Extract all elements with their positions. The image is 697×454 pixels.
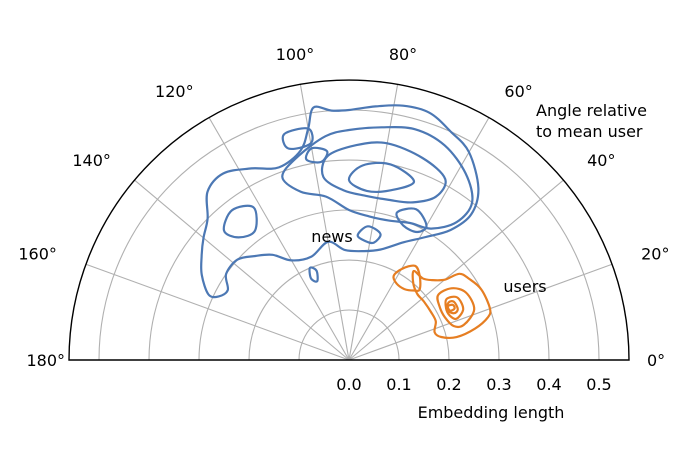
radial-tick-label: 0.1 [386, 375, 411, 394]
angle-tick-label: 140° [72, 151, 111, 170]
radial-tick-label: 0.3 [486, 375, 511, 394]
news-contour-line [281, 125, 474, 230]
polar-frame [68, 79, 630, 361]
news-contour-line [222, 204, 258, 239]
angle-grid-spoke [348, 84, 399, 361]
users-series-label: users [503, 277, 546, 296]
news-contour-line [304, 146, 329, 164]
radial-axis-label: Embedding length [418, 403, 565, 422]
angle-tick-label: 160° [18, 245, 57, 264]
angle-grid-spoke [348, 179, 564, 361]
angle-axis-label-line: Angle relative [536, 101, 647, 120]
users-contour-line [436, 287, 476, 329]
news-contour-line [281, 127, 314, 150]
users-contour-line [446, 303, 456, 312]
news-contour-line [356, 225, 382, 245]
angle-grid-spoke [208, 117, 350, 361]
radial-grid-arc [298, 309, 400, 361]
angle-tick-label: 100° [276, 45, 315, 64]
radial-tick-label: 0.5 [586, 375, 611, 394]
angle-axis-label: Angle relative to mean user [536, 101, 647, 141]
contour-series [200, 104, 492, 339]
polar-grid [85, 84, 613, 361]
angle-grid-spoke [134, 179, 350, 361]
angle-tick-label: 40° [587, 151, 615, 170]
angle-tick-label: 20° [641, 245, 669, 264]
angle-tick-label: 60° [504, 82, 532, 101]
angle-tick-labels: 0° 20° 40° 60° 80° 100° 120° 140° 160° 180° [18, 45, 669, 370]
angle-tick-label: 120° [155, 82, 194, 101]
angle-tick-label: 0° [647, 351, 665, 370]
news-series-label: news [311, 227, 352, 246]
radial-tick-label: 0.0 [336, 375, 361, 394]
news-contour-line [347, 161, 416, 193]
angle-tick-label: 80° [389, 45, 417, 64]
news-contour-line [320, 141, 447, 204]
users-contours [392, 264, 492, 339]
radial-tick-label: 0.4 [536, 375, 561, 394]
angle-grid-spoke [85, 263, 350, 361]
radial-tick-label: 0.2 [436, 375, 461, 394]
users-contour-line [392, 264, 422, 292]
users-contour-line [411, 269, 492, 339]
news-contour-line [200, 104, 480, 299]
news-contour-line [395, 207, 428, 234]
radial-grid-arc [148, 159, 550, 361]
angle-axis-label-line: to mean user [536, 122, 643, 141]
news-contours [200, 104, 480, 299]
radial-grid-arc [248, 259, 450, 361]
angle-tick-label: 180° [26, 351, 65, 370]
angle-grid-spoke [348, 263, 613, 361]
radial-tick-labels: 0.0 0.1 0.2 0.3 0.4 0.5 [336, 375, 611, 394]
news-contour-line [308, 266, 319, 283]
